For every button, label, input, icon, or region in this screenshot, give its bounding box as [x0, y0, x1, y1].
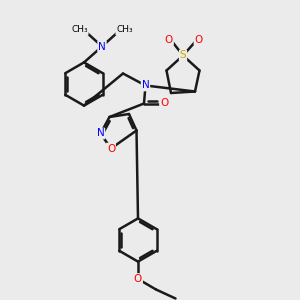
Text: N: N: [98, 41, 106, 52]
Text: N: N: [142, 80, 149, 91]
Text: O: O: [107, 143, 115, 154]
Text: O: O: [165, 34, 173, 45]
Text: CH₃: CH₃: [71, 26, 88, 34]
Text: S: S: [180, 50, 186, 61]
Text: CH₃: CH₃: [116, 26, 133, 34]
Text: N: N: [97, 128, 104, 139]
Text: O: O: [194, 34, 203, 45]
Text: O: O: [160, 98, 168, 109]
Text: O: O: [134, 274, 142, 284]
